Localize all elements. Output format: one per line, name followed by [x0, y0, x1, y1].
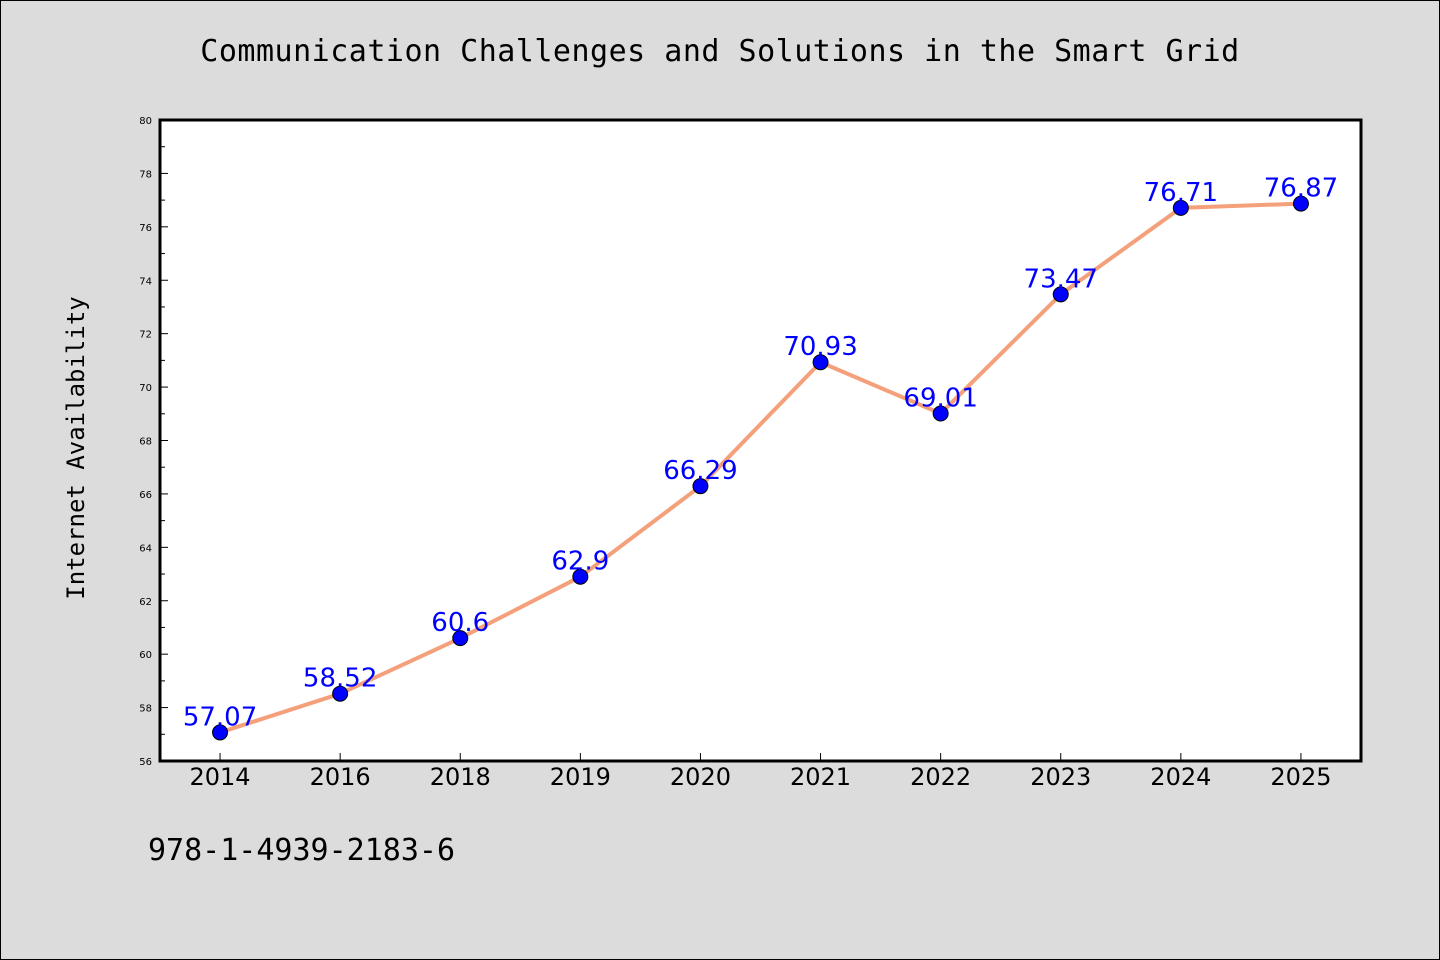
x-tick-label: 2025	[1270, 763, 1331, 791]
x-tick-label: 2022	[910, 763, 971, 791]
data-point	[812, 354, 829, 371]
data-point	[212, 724, 229, 741]
plot-border	[158, 118, 1363, 763]
x-tick-label: 2016	[310, 763, 371, 791]
y-tick-label: 78	[139, 169, 152, 180]
y-tick-label: 66	[139, 490, 152, 501]
data-label: 62.9	[551, 547, 609, 577]
x-tick-label: 2023	[1030, 763, 1091, 791]
data-label: 70.93	[783, 332, 857, 362]
y-tick-label: 68	[139, 437, 152, 448]
data-point	[332, 685, 349, 702]
y-tick-label: 64	[139, 543, 152, 554]
data-label: 57.07	[183, 702, 257, 732]
data-label: 76.71	[1144, 178, 1218, 208]
y-tick-label: 72	[139, 330, 152, 341]
y-tick-label: 80	[139, 116, 152, 127]
chart-title: Communication Challenges and Solutions i…	[200, 34, 1240, 69]
series-group	[212, 195, 1309, 741]
y-tick-label: 60	[139, 650, 152, 661]
x-tick-label: 2021	[790, 763, 851, 791]
data-label: 66.29	[663, 456, 737, 486]
data-label: 60.6	[431, 608, 489, 638]
footer-code: 978-1-4939-2183-6	[148, 833, 456, 868]
data-point	[1292, 195, 1309, 212]
data-label: 69.01	[903, 384, 977, 414]
data-point	[692, 478, 709, 495]
data-labels: 57.07 58.52 60.6 62.9 66.29 70.93 69.01 73.47 76…	[183, 174, 1338, 733]
data-point	[932, 405, 949, 422]
x-axis: 2014 2016 2018 2019 2020 2021 2022 2023 2024 2025	[190, 753, 1331, 791]
y-tick-label: 56	[139, 757, 152, 768]
data-label: 76.87	[1264, 174, 1338, 204]
x-tick-label: 2020	[670, 763, 731, 791]
data-label: 58.52	[303, 664, 377, 694]
y-tick-label: 74	[139, 276, 152, 287]
data-point	[1052, 286, 1069, 303]
x-tick-label: 2018	[430, 763, 491, 791]
x-tick-label: 2019	[550, 763, 611, 791]
data-label: 73.47	[1024, 264, 1098, 294]
y-tick-label: 76	[139, 223, 152, 234]
y-tick-label: 58	[139, 704, 152, 715]
y-tick-label: 62	[139, 597, 152, 608]
series-line	[218, 201, 1303, 735]
y-tick-label: 70	[139, 383, 152, 394]
x-tick-label: 2014	[190, 763, 251, 791]
data-point	[1172, 199, 1189, 216]
data-point	[452, 630, 469, 647]
data-point	[572, 568, 589, 585]
x-tick-label: 2024	[1150, 763, 1211, 791]
plot-area	[160, 120, 1361, 761]
